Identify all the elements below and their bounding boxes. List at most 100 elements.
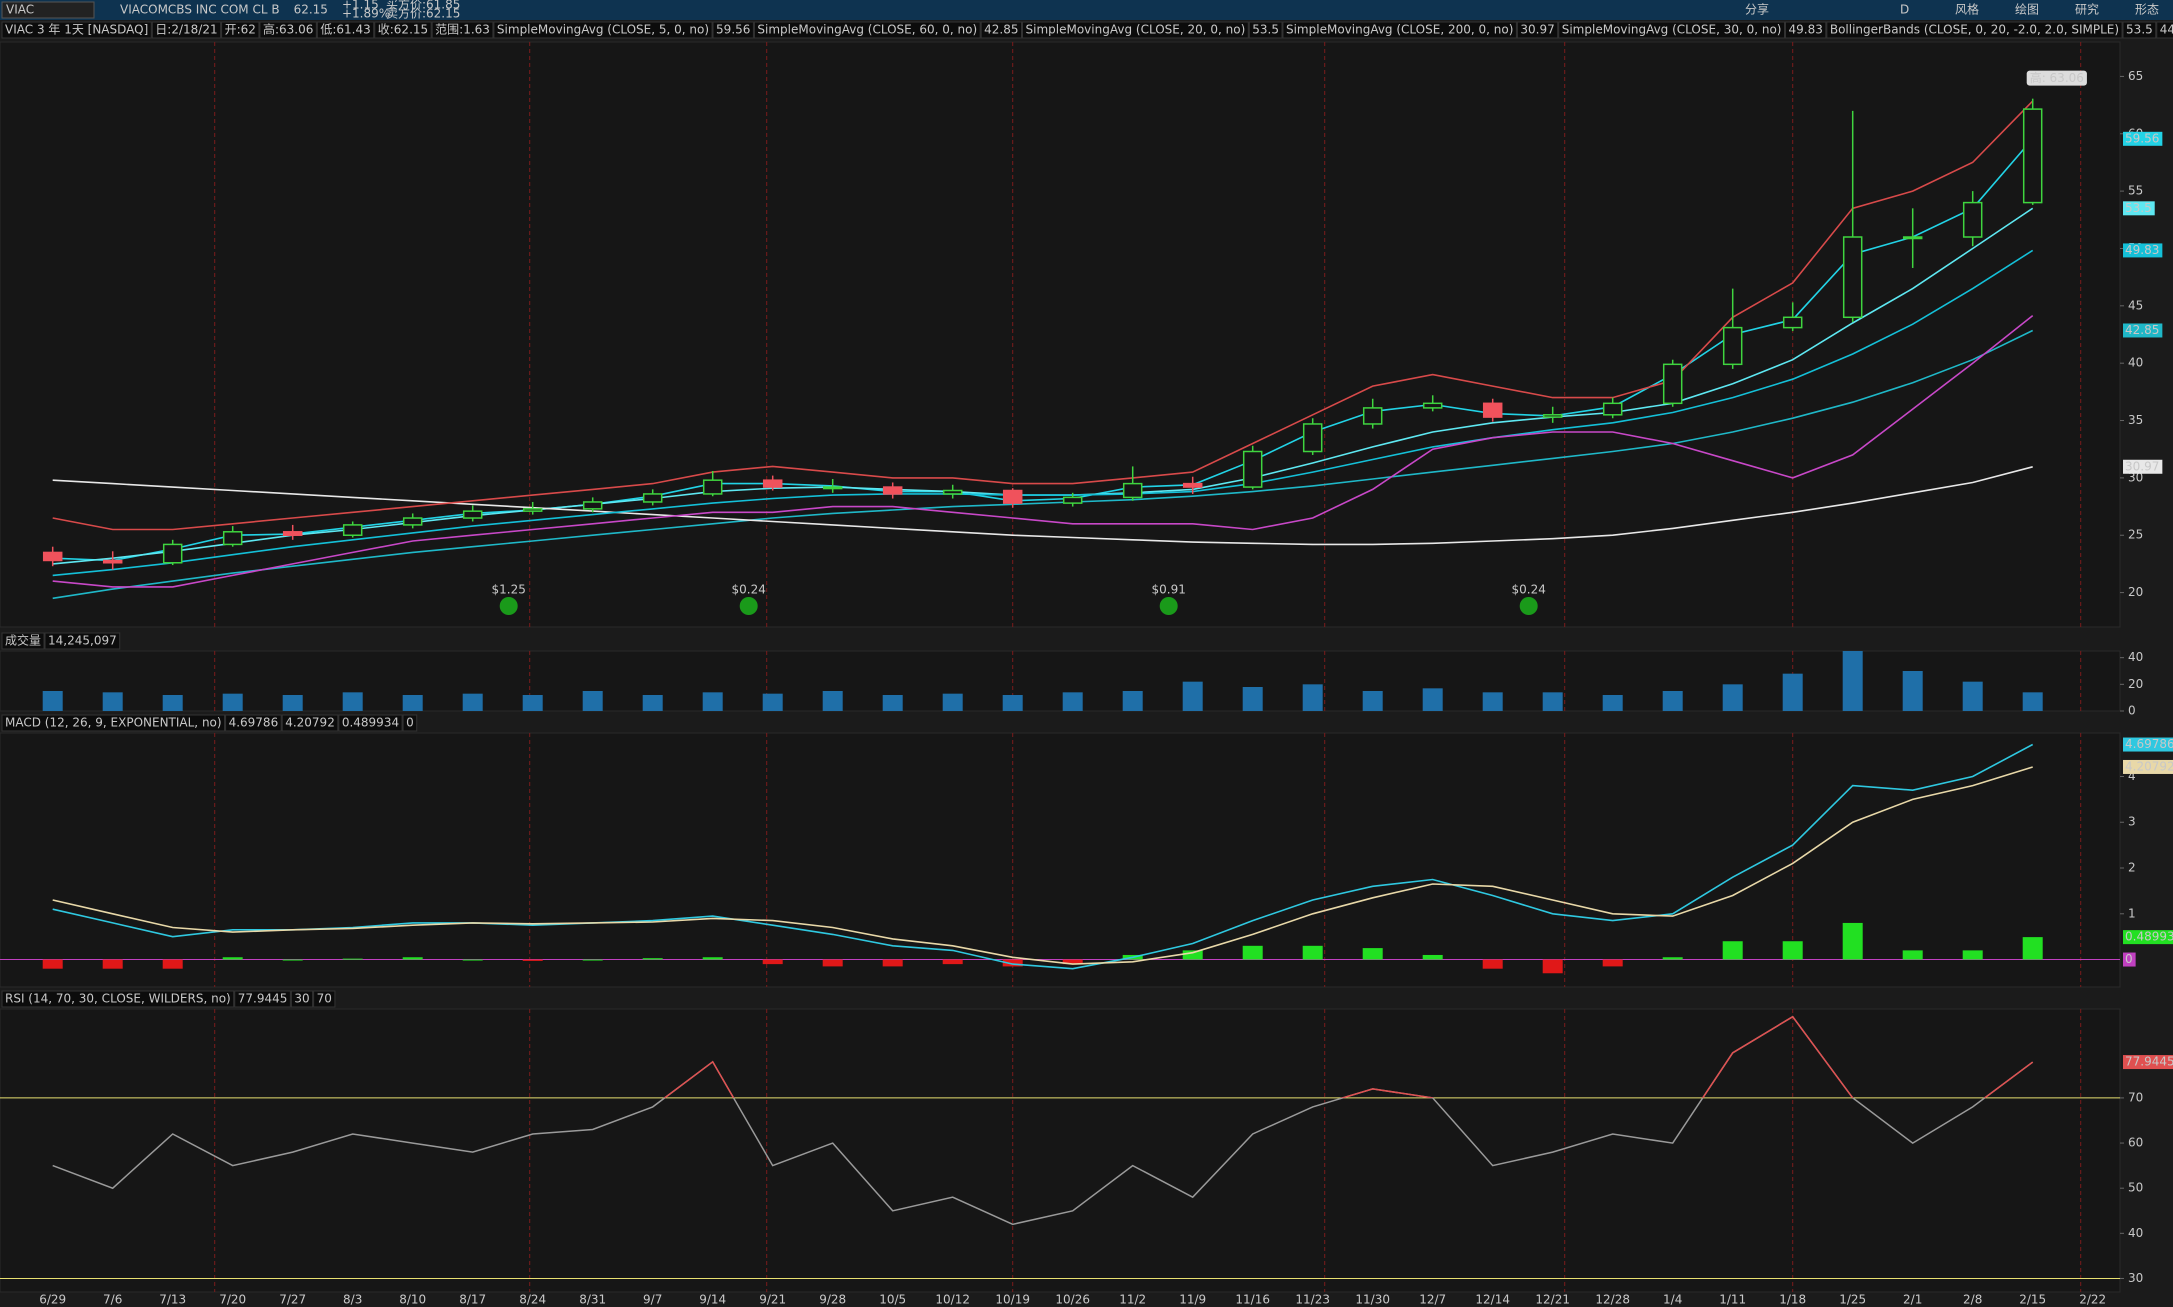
x-tick-label: 2/22 <box>2079 1293 2106 1307</box>
volume-bar <box>462 693 483 711</box>
header-label: MACD (12, 26, 9, EXPONENTIAL, no) <box>5 716 222 730</box>
value-tag <box>2123 131 2163 146</box>
y-tick-label: 55 <box>2128 184 2143 198</box>
histogram-bar <box>1062 959 1083 965</box>
header-box <box>1826 21 2123 39</box>
header-box <box>316 21 375 39</box>
value-tag-label: 49.83 <box>2125 243 2159 257</box>
header-box <box>338 714 403 732</box>
candle-body <box>522 508 543 512</box>
x-tick-label: 7/27 <box>279 1293 306 1307</box>
candle-body <box>1662 363 1683 405</box>
candle-body <box>1482 402 1503 418</box>
y-tick-label: 30 <box>2128 470 2143 484</box>
x-tick-label: 12/7 <box>1419 1293 1446 1307</box>
candle-body <box>1602 402 1623 416</box>
indicator-line <box>52 329 2034 600</box>
value-tag <box>2123 759 2173 774</box>
candle-body <box>1842 236 1863 319</box>
histogram-bar <box>1722 941 1743 960</box>
high-marker <box>2026 70 2087 86</box>
header-box <box>980 21 1023 39</box>
header-label: 0.489934 <box>342 716 399 730</box>
header-box <box>281 714 339 732</box>
header-box <box>225 714 282 732</box>
header-box <box>221 21 260 39</box>
y-tick-label: 40 <box>2128 1226 2143 1240</box>
header-label: SimpleMovingAvg (CLOSE, 60, 0, no) <box>757 23 977 37</box>
x-tick-label: 10/26 <box>1055 1293 1090 1307</box>
y-tick-label: 1 <box>2128 906 2136 920</box>
volume-bar <box>342 692 363 711</box>
event-icon[interactable] <box>499 597 518 615</box>
toolbar-button[interactable]: 形态 <box>2135 3 2159 17</box>
volume-bar <box>222 693 243 711</box>
panel <box>0 1008 2121 1293</box>
header-box <box>1784 21 1827 39</box>
toolbar-button[interactable]: 绘图 <box>2015 2 2039 17</box>
symbol-box[interactable] <box>1 1 95 19</box>
header-label: 70 <box>317 992 332 1006</box>
event-icon[interactable] <box>739 597 758 615</box>
x-tick-label: 1/25 <box>1839 1293 1866 1307</box>
header-label: 收:62.15 <box>378 23 428 37</box>
header-label: 4.20792 <box>285 716 335 730</box>
histogram-bar <box>462 959 483 961</box>
event-label: $0.24 <box>732 583 766 597</box>
y-tick-label: 30 <box>2128 1271 2143 1285</box>
toolbar-button[interactable]: D <box>1900 3 1909 17</box>
candle-body <box>1422 402 1443 409</box>
x-tick-label: 8/24 <box>519 1293 546 1307</box>
histogram-bar <box>1662 957 1683 960</box>
y-tick-label: 60 <box>2128 1136 2143 1150</box>
event-icon[interactable] <box>1519 597 1538 615</box>
symbol[interactable]: VIAC <box>6 3 34 17</box>
volume-bar <box>942 693 963 711</box>
header-label: BollingerBands (CLOSE, 0, 20, -2.0, 2.0,… <box>1830 23 2119 37</box>
volume-bar <box>702 692 723 711</box>
toolbar-button[interactable]: 研究 <box>2075 2 2099 17</box>
volume-bar <box>1722 684 1743 711</box>
header-label: 49.83 <box>1788 23 1822 37</box>
candle-body <box>282 531 303 536</box>
candle-body <box>1182 482 1203 488</box>
header-box <box>2122 21 2157 39</box>
histogram-bar <box>1182 950 1203 960</box>
candle-body <box>702 479 723 495</box>
x-tick-label: 12/21 <box>1535 1293 1570 1307</box>
histogram-bar <box>1242 945 1263 960</box>
histogram-bar <box>402 957 423 960</box>
x-tick-label: 10/19 <box>995 1293 1030 1307</box>
header-label: 42.85 <box>984 23 1018 37</box>
x-tick-label: 9/21 <box>759 1293 786 1307</box>
event-icon[interactable] <box>1159 597 1178 615</box>
header-label: 成交量 <box>5 633 41 648</box>
volume-bar <box>1602 695 1623 711</box>
histogram-bar <box>1842 922 1863 960</box>
header-label: 59.56 <box>716 23 750 37</box>
header-box <box>402 714 418 732</box>
candle-body <box>342 524 363 536</box>
toolbar-button[interactable]: 分享 <box>1745 2 1769 17</box>
change-pct: +1.89% <box>342 7 390 21</box>
header-box <box>234 990 291 1008</box>
y-tick-label: 20 <box>2128 585 2143 599</box>
volume-bar <box>42 691 63 711</box>
toolbar-button[interactable]: 风格 <box>1955 2 1979 17</box>
ask: 卖方价:62.15 <box>386 6 460 21</box>
x-tick-label: 1/11 <box>1719 1293 1746 1307</box>
value-tag <box>2123 459 2163 474</box>
histogram-bar <box>162 959 183 969</box>
histogram-bar <box>882 959 903 967</box>
value-tag-label: 4.69786 <box>2125 737 2173 751</box>
y-tick-label: 3 <box>2128 815 2136 829</box>
event-label: $0.24 <box>1512 583 1546 597</box>
header-box <box>1022 21 1249 39</box>
company-name: VIACOMCBS INC COM CL B <box>120 3 280 17</box>
y-tick-label: 2 <box>2128 861 2136 875</box>
x-tick-label: 8/31 <box>579 1293 606 1307</box>
value-tag-label: 0.489934 <box>2125 930 2173 944</box>
volume-bar <box>642 695 663 711</box>
candle-body <box>1062 496 1083 504</box>
